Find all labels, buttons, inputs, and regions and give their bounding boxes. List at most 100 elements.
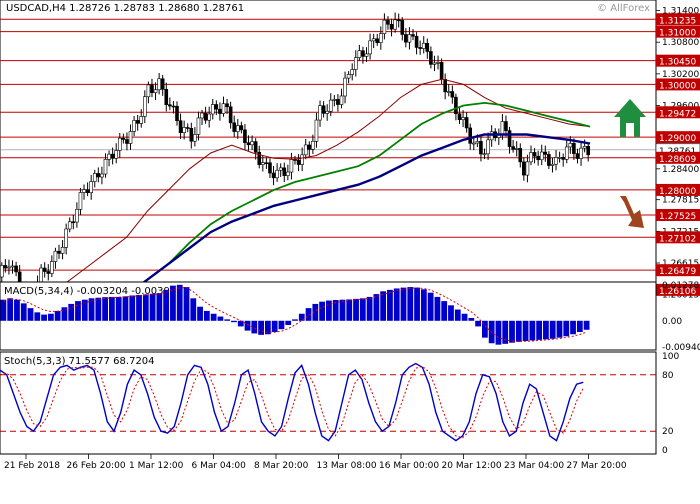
candle-body	[196, 117, 201, 135]
candle-body	[107, 153, 111, 160]
candle-body	[343, 77, 347, 97]
macd-bar	[549, 320, 556, 339]
macd-bar	[210, 313, 217, 321]
candle-body	[539, 151, 544, 161]
macd-tick-label: -0.009405	[662, 343, 700, 353]
chart-header: USDCAD,H4 1.28726 1.28783 1.28680 1.2876…	[6, 3, 244, 14]
macd-bar	[27, 308, 34, 321]
candle-body	[125, 139, 129, 144]
candle-body	[139, 116, 144, 124]
candle-body	[339, 95, 344, 105]
level-label-bg	[656, 283, 700, 296]
candle-body	[203, 112, 208, 121]
candle-body	[557, 157, 562, 159]
macd-bar	[563, 320, 570, 337]
candle-body	[547, 154, 551, 166]
level-label-bg	[656, 131, 700, 144]
level-label-bg	[656, 54, 700, 67]
macd-bar	[14, 299, 20, 321]
candle-body	[414, 35, 419, 48]
candle-body	[321, 105, 326, 114]
stoch-tick-label: 20	[662, 427, 674, 437]
candle-body	[421, 42, 426, 49]
macd-bar	[583, 320, 590, 330]
candle-body	[336, 99, 340, 105]
candle-body	[178, 120, 183, 133]
macd-bar	[88, 298, 95, 321]
candle-body	[450, 91, 455, 98]
macd-bar	[237, 320, 244, 327]
macd-bar	[271, 320, 278, 333]
candle-body	[225, 103, 229, 108]
candle-body	[146, 84, 151, 98]
candle-body	[550, 163, 555, 166]
x-tick-label: 16 Mar 00:00	[379, 461, 439, 471]
level-label: 1.31235	[659, 16, 696, 26]
macd-bar	[7, 298, 14, 321]
macd-bar	[47, 313, 54, 321]
macd-tick-label: 0.012785	[662, 281, 700, 291]
stoch-tick-label: 80	[662, 371, 674, 381]
macd-bar	[373, 294, 380, 321]
candle-body	[200, 112, 204, 119]
macd-bar	[529, 320, 536, 341]
level-label: 1.30000	[659, 81, 696, 91]
level-label: 1.26106	[659, 287, 696, 297]
candle-body	[143, 96, 147, 117]
level-label-bg	[656, 78, 700, 91]
level-label-bg	[656, 151, 700, 164]
macd-bar	[61, 307, 68, 321]
candle-body	[296, 159, 301, 165]
macd-bar	[468, 317, 475, 321]
macd-bar	[136, 294, 142, 321]
candle-body	[160, 78, 165, 90]
watermark: © AllForex	[597, 3, 650, 14]
level-label: 1.28761	[659, 147, 696, 157]
macd-bar	[54, 310, 61, 321]
candle-body	[439, 62, 444, 80]
candle-body	[250, 141, 254, 146]
level-label-bg	[656, 106, 700, 119]
x-tick-label: 21 Feb 2018	[4, 461, 60, 471]
macd-bar	[170, 285, 176, 321]
candle-body	[218, 108, 222, 114]
candle-body	[271, 172, 276, 179]
candle-body	[261, 162, 265, 165]
candle-body	[471, 142, 476, 145]
candle-body	[518, 148, 523, 163]
macd-bar	[34, 312, 41, 321]
macd-bar	[556, 320, 563, 338]
macd-bar	[495, 320, 502, 345]
macd-bar	[475, 320, 481, 327]
candle-body	[475, 141, 480, 144]
candle-body	[457, 113, 462, 121]
candle-body	[46, 271, 51, 274]
candle-body	[96, 173, 101, 178]
candle-body	[182, 127, 186, 133]
candle-body	[443, 79, 447, 93]
candle-body	[314, 119, 319, 142]
candle-body	[221, 103, 226, 114]
candle-body	[346, 74, 351, 79]
candle-body	[189, 128, 194, 142]
macd-bar	[536, 320, 543, 340]
level-label: 1.29000	[659, 134, 696, 144]
candle-body	[361, 50, 365, 57]
candle-body	[536, 155, 540, 161]
candle-body	[582, 146, 587, 149]
candle-body	[10, 265, 15, 268]
level-label-bg	[656, 25, 700, 38]
candle-body	[325, 110, 329, 114]
candle-body	[386, 19, 390, 25]
candle-body	[53, 250, 58, 262]
candle-body	[389, 23, 394, 30]
x-tick-label: 26 Feb 20:00	[67, 461, 126, 471]
macd-bar	[366, 296, 373, 321]
candle-body	[504, 121, 508, 131]
price-tick-label: 1.30800	[662, 38, 699, 48]
candle-body	[57, 250, 61, 254]
price-series-group	[0, 12, 591, 302]
macd-bar	[461, 313, 468, 321]
level-label-bg	[656, 264, 700, 277]
macd-bar	[75, 301, 81, 321]
